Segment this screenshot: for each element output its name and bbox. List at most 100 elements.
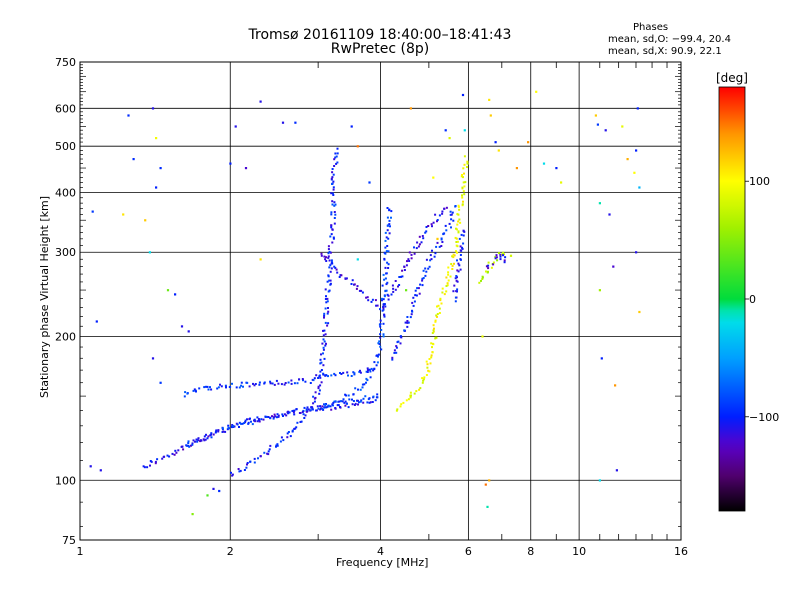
- trace-point: [456, 269, 459, 272]
- trace-point: [395, 345, 398, 348]
- trace-point: [413, 300, 416, 303]
- trace-point: [407, 321, 410, 324]
- scatter-point: [481, 335, 484, 338]
- trace-point: [412, 296, 415, 299]
- trace-point: [462, 181, 465, 184]
- trace-point: [329, 251, 332, 254]
- trace-point: [149, 464, 151, 467]
- trace-point: [200, 439, 203, 442]
- trace-point: [492, 261, 495, 264]
- trace-point: [428, 358, 431, 360]
- trace-point: [329, 405, 332, 408]
- trace-point: [447, 266, 450, 269]
- trace-point: [367, 299, 370, 302]
- trace-point: [490, 266, 493, 269]
- scatter-point: [488, 479, 491, 482]
- trace-point: [362, 397, 365, 400]
- trace-point: [407, 258, 410, 261]
- x-tick-label: 4: [377, 545, 384, 558]
- x-tick-label: 1: [77, 545, 84, 558]
- trace-point: [447, 279, 450, 282]
- trace-point: [391, 358, 394, 361]
- trace-point: [449, 210, 452, 213]
- trace-point: [334, 156, 337, 159]
- trace-point: [330, 211, 333, 214]
- trace-point: [296, 382, 299, 385]
- trace-point: [313, 377, 316, 380]
- trace-point: [316, 405, 319, 408]
- trace-point: [460, 233, 463, 236]
- trace-point: [456, 259, 458, 262]
- trace-point: [422, 237, 425, 240]
- scatter-point: [515, 167, 518, 170]
- trace-point: [401, 275, 404, 278]
- trace-point: [361, 383, 364, 386]
- trace-point: [228, 386, 231, 388]
- trace-point: [350, 375, 353, 377]
- trace-point: [332, 186, 335, 189]
- trace-point: [422, 269, 425, 272]
- trace-point: [267, 416, 270, 418]
- trace-point: [347, 406, 350, 409]
- trace-point: [323, 357, 326, 360]
- trace-point: [321, 405, 324, 408]
- trace-point: [247, 422, 250, 425]
- trace-point: [342, 398, 345, 401]
- trace-point: [327, 252, 330, 255]
- trace-point: [243, 469, 246, 471]
- trace-point: [371, 401, 374, 403]
- trace-point: [332, 180, 335, 183]
- trace-point: [206, 385, 209, 388]
- trace-point: [339, 406, 341, 408]
- trace-point: [385, 272, 388, 275]
- trace-point: [191, 442, 194, 445]
- trace-point: [313, 400, 316, 403]
- trace-point: [328, 266, 331, 269]
- trace-point: [331, 168, 334, 170]
- trace-point: [303, 417, 306, 419]
- trace-point: [245, 466, 248, 469]
- scatter-point: [368, 181, 371, 184]
- trace-point: [418, 388, 421, 391]
- trace-point: [210, 436, 213, 439]
- trace-point: [322, 373, 325, 376]
- trace-point: [206, 437, 209, 440]
- trace-point: [375, 304, 378, 307]
- scatter-point: [89, 465, 92, 468]
- trace-point: [383, 303, 386, 306]
- trace-point: [333, 222, 336, 225]
- trace-point: [330, 408, 333, 411]
- scatter-point: [95, 320, 98, 323]
- trace-point: [331, 403, 334, 406]
- trace-point: [399, 335, 402, 338]
- trace-point: [203, 386, 206, 389]
- trace-point: [335, 155, 338, 158]
- trace-point: [331, 262, 334, 265]
- scatter-point: [484, 483, 487, 486]
- trace-point: [219, 383, 221, 386]
- trace-point: [399, 342, 402, 345]
- trace-point: [184, 391, 187, 394]
- scatter-point: [122, 213, 125, 216]
- scatter-point: [151, 357, 155, 360]
- scatter-point: [187, 330, 190, 333]
- trace-point: [380, 297, 383, 300]
- trace-point: [364, 395, 367, 398]
- trace-point: [344, 400, 347, 403]
- trace-point: [333, 201, 336, 204]
- trace-point: [360, 289, 363, 292]
- trace-point: [388, 219, 391, 222]
- trace-point: [358, 370, 361, 373]
- trace-point: [275, 379, 278, 382]
- scatter-point: [608, 213, 611, 216]
- trace-point: [450, 218, 453, 221]
- trace-point: [405, 399, 408, 402]
- trace-point: [385, 289, 388, 292]
- trace-point: [359, 369, 361, 372]
- trace-point: [191, 443, 194, 446]
- trace-point: [325, 295, 327, 298]
- trace-point: [451, 255, 454, 258]
- trace-point: [417, 245, 420, 248]
- trace-point: [367, 369, 369, 371]
- scatter-point: [144, 219, 147, 222]
